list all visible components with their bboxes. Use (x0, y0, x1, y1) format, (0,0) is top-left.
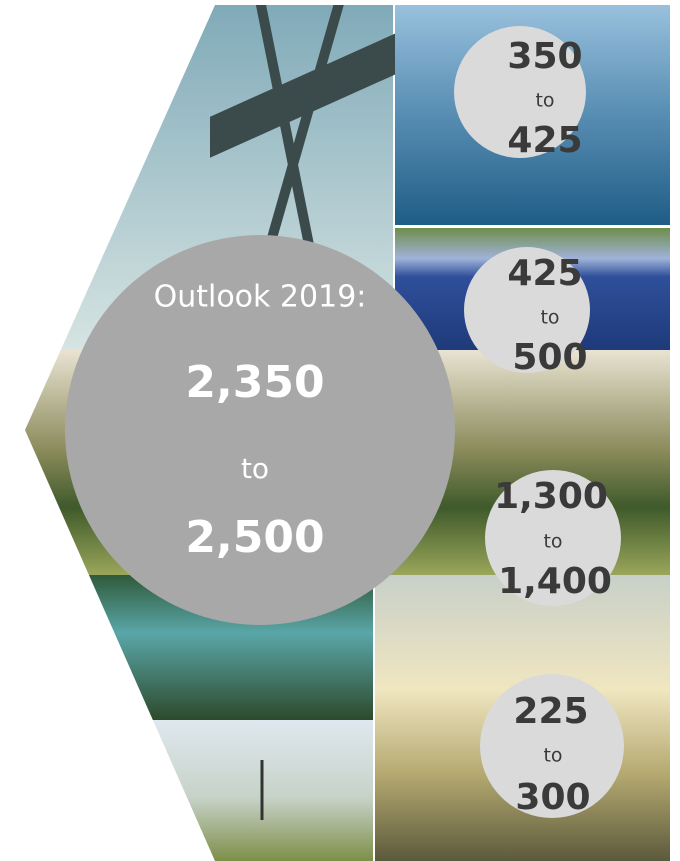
segment-from: 350 (507, 36, 582, 77)
segment-from: 225 (513, 691, 588, 732)
segment-from: 425 (507, 253, 582, 294)
segment-from: 1,300 (494, 476, 608, 517)
segment-to: 300 (515, 777, 590, 818)
infographic: Outlook 2019: 2,350 to 2,500 350 to 425 … (0, 0, 680, 861)
page: Outlook 2019: 2,350 to 2,500 350 to 425 … (0, 0, 680, 861)
segment-to: 500 (512, 337, 587, 378)
main-label: Outlook 2019: (154, 280, 367, 315)
segment-to-word: to (535, 90, 554, 112)
segment-to-word: to (540, 307, 559, 329)
photo-field (0, 720, 373, 861)
segment-to: 1,400 (498, 561, 612, 602)
main-to: 2,500 (185, 512, 324, 563)
segment-to: 425 (507, 120, 582, 161)
main-from: 2,350 (185, 357, 324, 408)
segment-to-word: to (543, 531, 562, 553)
segment-to-word: to (543, 745, 562, 767)
main-to-word: to (241, 452, 269, 485)
